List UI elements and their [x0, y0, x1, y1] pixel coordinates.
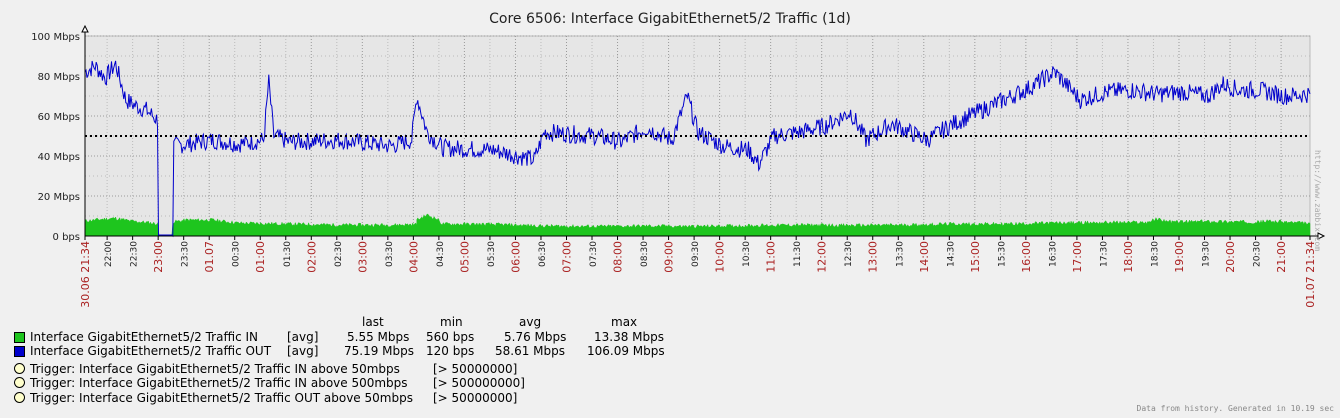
x-tick-label: 20:30 [1253, 241, 1263, 267]
x-tick-label: 10:00 [714, 241, 727, 273]
legend-max-in: 13.38 Mbps [594, 329, 665, 344]
y-axis-arrow-icon [81, 24, 89, 33]
x-tick-label: 12:00 [816, 241, 829, 273]
x-tick-label: 08:30 [640, 241, 650, 267]
legend-max-out: 106.09 Mbps [587, 344, 665, 358]
x-tick-label: 01.07 [203, 241, 216, 273]
y-tick-label: 100 Mbps [31, 32, 80, 43]
x-tick-label: 08:00 [612, 241, 625, 273]
x-axis-arrow-icon [1317, 232, 1326, 240]
legend-agg-in: [avg] [287, 329, 319, 344]
x-tick-label: 18:00 [1122, 241, 1135, 273]
trigger-condition: [> 500000000] [433, 376, 525, 390]
trigger-label: Trigger: Interface GigabitEthernet5/2 Tr… [30, 390, 413, 405]
axes [81, 24, 1326, 240]
legend-avg-out: 58.61 Mbps [495, 344, 566, 358]
x-tick-label: 05:00 [458, 241, 471, 273]
x-tick-label: 13:00 [867, 241, 880, 273]
y-tick-label: 20 Mbps [38, 192, 80, 203]
footer-text: Data from history. Generated in 10.19 se… [1136, 404, 1334, 413]
x-tick-label: 15:30 [997, 241, 1007, 267]
legend-header-max: max [611, 315, 638, 329]
series-in-area [84, 213, 1311, 237]
y-tick-labels: 0 bps 20 Mbps 40 Mbps 60 Mbps 80 Mbps 100 Mbp… [31, 32, 80, 243]
x-tick-label: 18:30 [1150, 241, 1160, 267]
x-tick-label: 06:00 [509, 241, 522, 273]
x-tick-label: 04:30 [436, 241, 446, 267]
x-tick-label: 23:00 [152, 241, 165, 273]
x-tick-label: 30.06 21:34 [79, 241, 92, 308]
x-tick-label: 02:00 [305, 241, 318, 273]
y-tick-label: 40 Mbps [38, 152, 80, 163]
series-out-line [84, 60, 1311, 238]
legend-min-out: 120 bps [426, 344, 475, 358]
trigger-condition: [> 50000000] [433, 361, 518, 376]
legend-last-out: 75.19 Mbps [344, 344, 415, 358]
legend-agg-out: [avg] [287, 344, 319, 358]
x-tick-label: 04:00 [407, 241, 420, 273]
x-tick-label: 07:30 [589, 241, 599, 267]
x-tick-label: 22:30 [130, 241, 140, 267]
legend-swatch-out [14, 346, 25, 357]
trigger-dot-icon [14, 377, 25, 388]
x-tick-label: 02:30 [334, 241, 344, 267]
legend-header-min: min [440, 315, 463, 329]
x-tick-label: 19:00 [1173, 241, 1186, 273]
x-tick-label: 07:00 [560, 241, 573, 273]
x-tick-label: 16:30 [1048, 241, 1058, 267]
legend-last-in: 5.55 Mbps [347, 329, 410, 344]
legend-min-in: 560 bps [426, 329, 475, 344]
x-tick-label: 09:30 [691, 241, 701, 267]
x-tick-label: 22:00 [104, 241, 114, 267]
legend-label-in: Interface GigabitEthernet5/2 Traffic IN [30, 329, 258, 344]
x-tick-label: 01:30 [283, 241, 293, 267]
x-tick-label: 10:30 [742, 241, 752, 267]
series-out [84, 60, 1311, 238]
series-in [84, 213, 1311, 237]
x-tick-label: 06:30 [538, 241, 548, 267]
x-tick-label: 03:30 [385, 241, 395, 267]
x-tick-label: 17:30 [1099, 241, 1109, 267]
legend-header-avg: avg [519, 315, 542, 329]
trigger-dot-icon [14, 391, 25, 403]
zabbix-url: http://www.zabbix.com [1313, 150, 1322, 252]
x-tick-label: 21:00 [1275, 241, 1288, 273]
trigger-dot-icon [14, 362, 25, 374]
x-tick-label: 00:30 [232, 241, 242, 267]
x-tick-label: 03:00 [356, 241, 369, 273]
x-tick-label: 12:30 [844, 241, 854, 267]
x-tick-label: 11:00 [765, 241, 778, 273]
legend-avg-in: 5.76 Mbps [504, 329, 567, 344]
x-tick-label: 11:30 [793, 241, 803, 267]
x-tick-label: 23:30 [181, 241, 191, 267]
chart-title: Core 6506: Interface GigabitEthernet5/2 … [489, 11, 851, 27]
legend-header-last: last [362, 315, 384, 329]
trigger-label: Trigger: Interface GigabitEthernet5/2 Tr… [30, 361, 400, 376]
legend-swatch-in [14, 331, 25, 343]
legend-label-out: Interface GigabitEthernet5/2 Traffic OUT [30, 344, 272, 358]
x-tick-label: 20:00 [1224, 241, 1237, 273]
x-tick-label: 14:30 [946, 241, 956, 267]
trigger-label: Trigger: Interface GigabitEthernet5/2 Tr… [30, 376, 408, 390]
x-tick-label: 13:30 [895, 241, 905, 267]
x-tick-label: 01:00 [254, 241, 267, 273]
y-tick-label: 0 bps [53, 232, 80, 243]
y-tick-label: 60 Mbps [38, 112, 80, 123]
x-tick-label: 17:00 [1071, 241, 1084, 273]
x-tick-labels: 30.06 21:34 22:00 22:30 23:00 23:30 01.07 00:3… [79, 236, 1317, 308]
trigger-condition: [> 50000000] [433, 390, 518, 405]
x-tick-label: 19:30 [1202, 241, 1212, 267]
x-tick-label: 14:00 [918, 241, 931, 273]
x-tick-label: 01.07 21:34 [1304, 241, 1317, 308]
x-tick-label: 16:00 [1020, 241, 1033, 273]
y-tick-label: 80 Mbps [38, 72, 80, 83]
x-tick-label: 05:30 [487, 241, 497, 267]
x-tick-label: 15:00 [969, 241, 982, 273]
x-tick-label: 09:00 [663, 241, 676, 273]
